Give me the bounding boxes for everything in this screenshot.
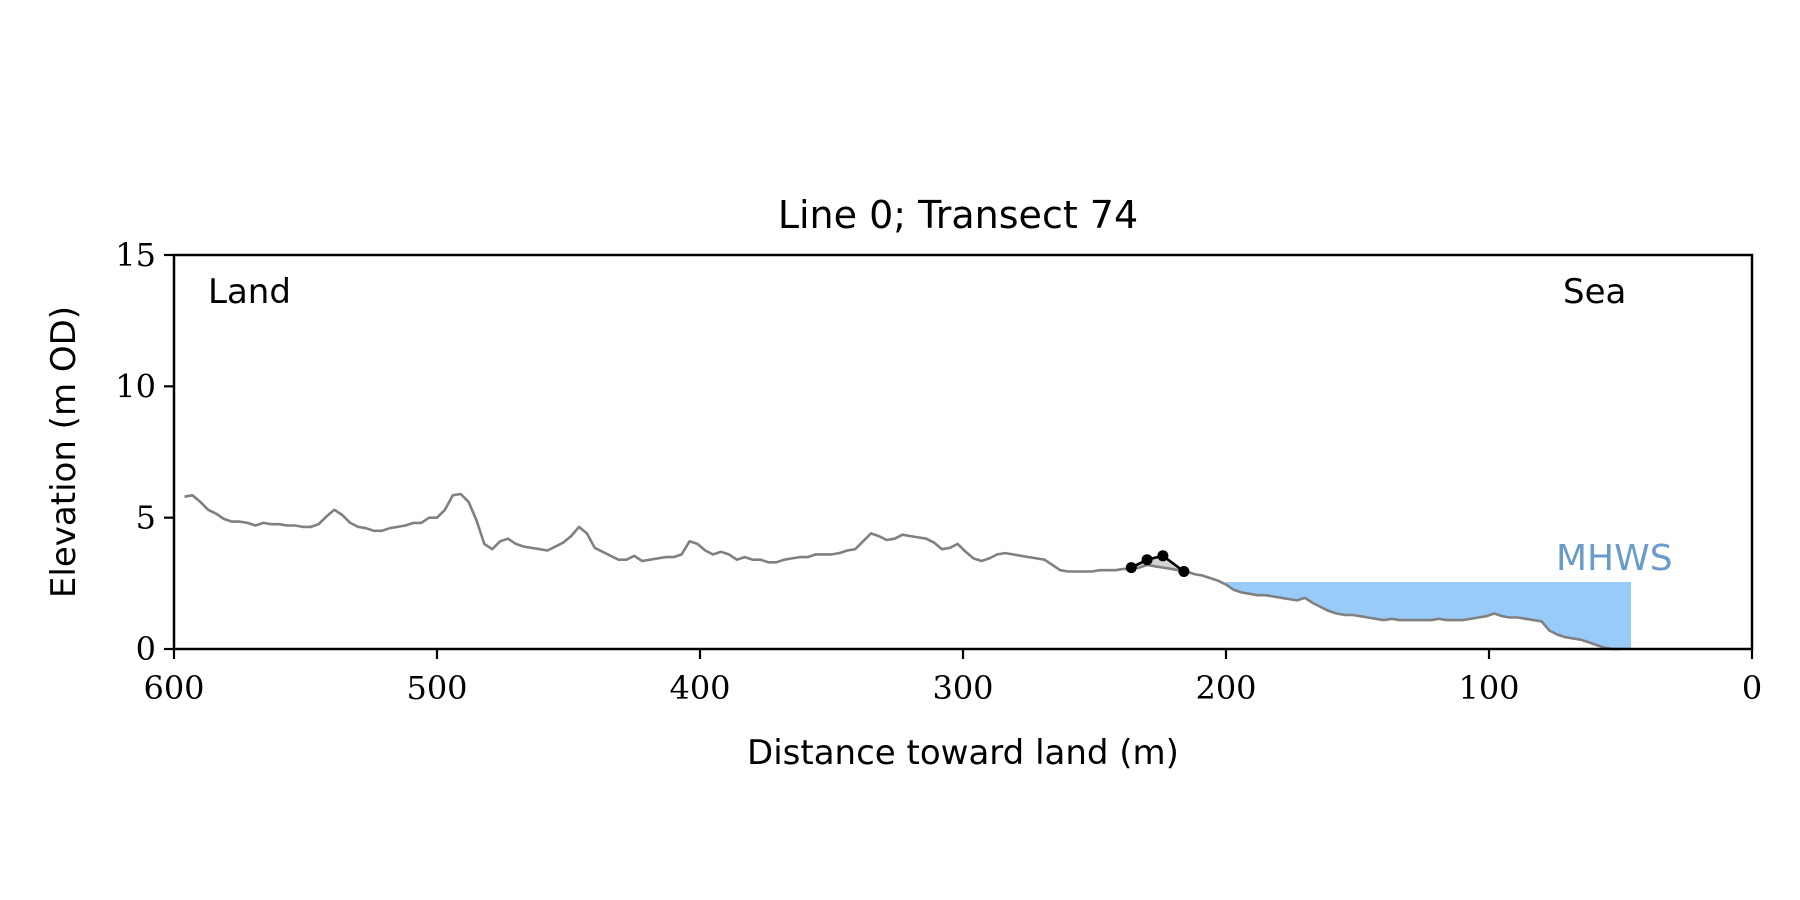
feature-marker-point	[1157, 550, 1169, 562]
mhws-label: MHWS	[1556, 538, 1673, 579]
x-tick-label: 200	[1195, 669, 1256, 707]
feature-marker-point	[1178, 566, 1190, 577]
feature-marker-line	[1130, 554, 1185, 573]
elevation-profile-line	[184, 492, 1621, 651]
land-label: Land	[208, 272, 291, 312]
x-tick-label: 600	[143, 669, 204, 707]
x-tick-label: 400	[669, 669, 730, 707]
y-tick-label: 0	[136, 630, 156, 668]
ticks-layer: 600 500 400 300 200 100 0 0 5 10 15	[115, 236, 1762, 707]
mhws-water-area	[1226, 582, 1631, 649]
y-tick-label: 15	[115, 236, 156, 274]
x-tick-label: 300	[932, 669, 993, 707]
y-tick-label: 10	[115, 367, 156, 405]
y-axis-label: Elevation (m OD)	[44, 306, 84, 598]
x-tick-label: 0	[1742, 669, 1762, 707]
markers-layer	[1125, 550, 1190, 577]
feature-marker-point	[1141, 554, 1153, 566]
x-tick-label: 500	[406, 669, 467, 707]
profile-layer	[184, 492, 1621, 651]
feature-marker-point	[1125, 562, 1137, 574]
x-axis-label: Distance toward land (m)	[747, 733, 1179, 773]
sea-label: Sea	[1563, 272, 1626, 312]
y-tick-label: 5	[136, 499, 156, 537]
x-tick-label: 100	[1458, 669, 1519, 707]
mhws-water-layer	[1226, 582, 1631, 649]
chart-title: Line 0; Transect 74	[778, 193, 1138, 237]
